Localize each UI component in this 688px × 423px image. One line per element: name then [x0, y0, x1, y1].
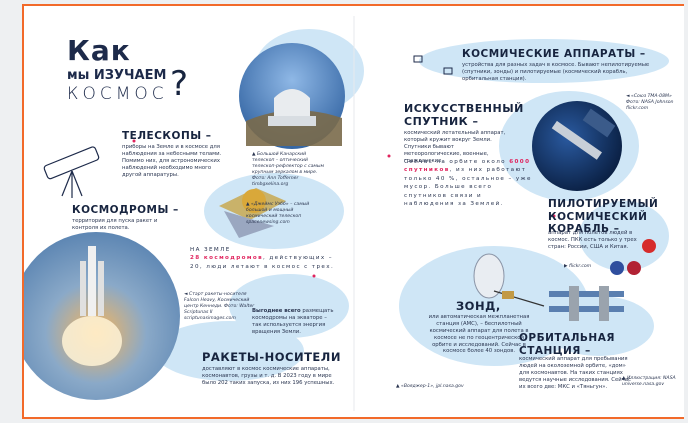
flag-russia [610, 261, 624, 275]
station-heading: ОРБИТАЛЬНАЯ СТАНЦИЯ – [519, 332, 629, 357]
satellite-heading: ИСКУССТВЕННЫЙ СПУТНИК – [404, 102, 524, 128]
spacecraft-body: устройства для разных задач в космосе. Б… [462, 62, 662, 83]
title-mark: ? [170, 64, 188, 105]
fact-line: Сейчас на орбите около [404, 159, 506, 165]
caption-canary: ▲ Большой Канарский телескоп – оптически… [252, 152, 324, 188]
crewed-body: аппарат для полетов людей в космос. ПКК … [548, 230, 648, 251]
caption-falcon: ◄ Старт ракеты-носителя Falcon Heavy, Ко… [184, 292, 256, 322]
cosmodromes-heading: КОСМОДРОМЫ – [72, 204, 179, 217]
title-line-1: Как [67, 34, 131, 68]
station-body: космический аппарат для пребывания людей… [519, 356, 634, 390]
spread: Как мы ИЗУЧАЕМ КОСМОС ? ТЕЛЕСКОПЫ – приб… [22, 4, 684, 419]
telescopes-body: приборы на Земле и в космосе для наблюде… [122, 144, 232, 178]
caption-flickr: ▶ flickr.com [564, 264, 591, 270]
telescope-icon [43, 146, 99, 198]
equator-lead: Выгоднее всего [252, 308, 301, 314]
flag-usa [627, 261, 641, 275]
fact-line: НА ЗЕМЛЕ [190, 246, 340, 254]
screen: Как мы ИЗУЧАЕМ КОСМОС ? ТЕЛЕСКОПЫ – приб… [0, 0, 688, 423]
caption-soyuz: ◄ «Союз ТМА-08М» Фото: NASA Johnson flic… [626, 94, 682, 112]
title-line-3: КОСМОС [67, 84, 168, 104]
probe-heading: ЗОНД, [456, 300, 501, 314]
title-line-2: мы ИЗУЧАЕМ [67, 68, 166, 84]
fact-satellites: Сейчас на орбите около 6000 спутников, и… [404, 158, 532, 208]
fact-highlight: 28 космодромов [190, 255, 263, 261]
telescopes-heading: ТЕЛЕСКОПЫ – [122, 130, 212, 143]
soyuz-photo [532, 101, 622, 191]
page: html,body{margin:0;padding:0} body{width… [0, 0, 688, 423]
caption-iss: ▲ Иллюстрация: NASA universe.nasa.gov [622, 376, 680, 388]
caption-voyager: ▲ «Вояджер-1», jpl.nasa.gov [396, 384, 464, 390]
rockets-heading: РАКЕТЫ-НОСИТЕЛИ [202, 351, 341, 365]
fact-cosmodromes: НА ЗЕМЛЕ 28 космодромов, действующих – 2… [190, 246, 340, 271]
cosmodromes-body: территория для пуска ракет и контроля их… [72, 218, 162, 232]
probe-body: или автоматическая межпланетная станция … [424, 314, 534, 355]
caption-jwst: ▲ «Джеймс Уэбб» – самый большой и мощный… [246, 202, 318, 226]
spacecraft-heading: КОСМИЧЕСКИЕ АППАРАТЫ – [462, 48, 646, 61]
rockets-body: доставляют в космос космические аппараты… [202, 366, 337, 387]
equator-note: Выгоднее всего размещать космодромы на э… [252, 308, 337, 336]
